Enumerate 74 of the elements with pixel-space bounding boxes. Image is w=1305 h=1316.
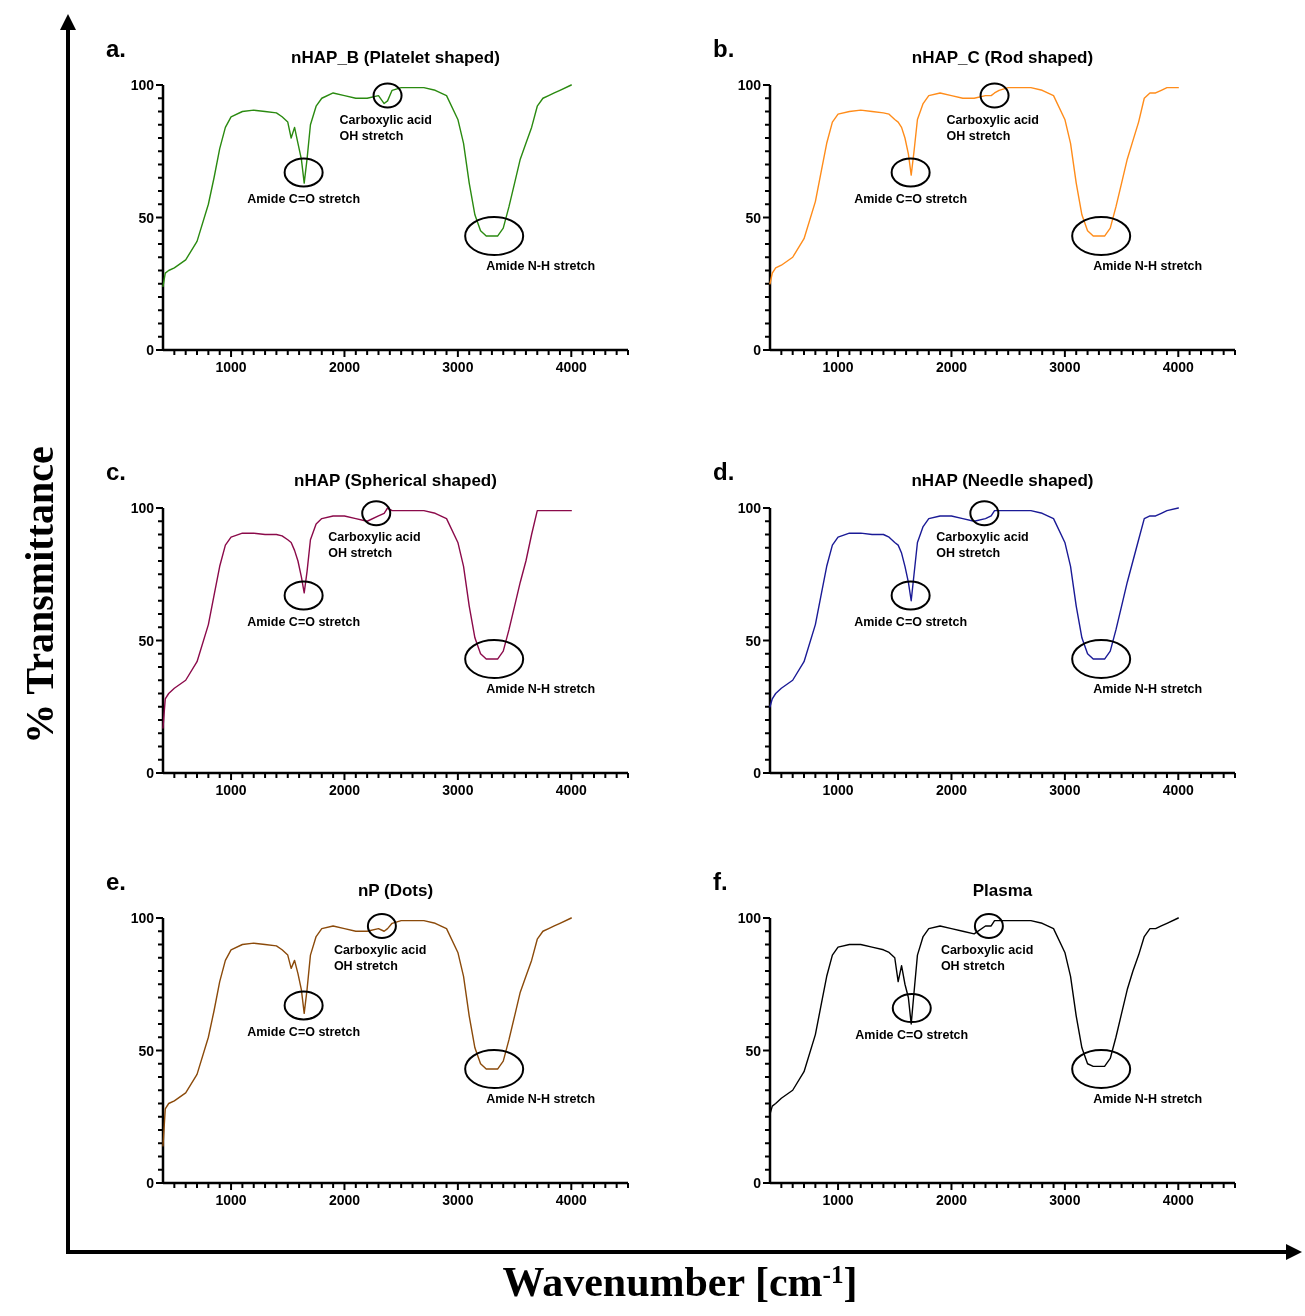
text: f. — [713, 868, 728, 895]
x-tick-label: 2000 — [328, 782, 361, 798]
text: d. — [713, 458, 735, 485]
y-tick-label: 100 — [130, 77, 155, 93]
annotation: Amide C=O stretch — [855, 1028, 969, 1043]
annotation: Amide C=O stretch — [247, 615, 361, 630]
annotation: Amide C=O stretch — [854, 615, 968, 630]
annotation: Amide N-H stretch — [1093, 1092, 1203, 1107]
x-tick-label: 3000 — [442, 782, 474, 798]
x-tick-label: 1000 — [215, 1192, 247, 1208]
text: c. — [106, 458, 127, 485]
y-axis-title: % Transmittance — [17, 446, 62, 744]
y-tick-label: 100 — [130, 500, 155, 516]
x-tick-label: 4000 — [555, 782, 588, 798]
annotation: Amide C=O stretch — [854, 192, 968, 207]
annotation: Amide C=O stretch — [247, 192, 361, 207]
x-tick-label: 1000 — [822, 359, 854, 375]
x-tick-label: 3000 — [1049, 1192, 1081, 1208]
y-tick-label: 0 — [146, 1175, 155, 1191]
y-tick-label: 50 — [745, 632, 762, 649]
annotation: Amide N-H stretch — [1093, 682, 1203, 697]
y-tick-label: 0 — [146, 342, 155, 358]
annotation: Amide N-H stretch — [486, 259, 596, 274]
x-tick-label: 1000 — [215, 359, 247, 375]
x-tick-label: 1000 — [215, 782, 247, 798]
x-tick-label: 1000 — [822, 782, 854, 798]
chart-title: nHAP (Spherical shaped) — [294, 471, 497, 490]
x-tick-label: 3000 — [442, 359, 474, 375]
annotation: Carboxylic acid OH stretch — [946, 112, 1039, 143]
y-tick-label: 0 — [146, 765, 155, 781]
x-tick-label: 2000 — [328, 359, 361, 375]
x-tick-label: 3000 — [1049, 782, 1081, 798]
annotation: Amide N-H stretch — [486, 1092, 596, 1107]
chart-title: nHAP (Needle shaped) — [911, 471, 1094, 490]
annotation: Carboxylic acid OH stretch — [328, 530, 421, 561]
x-tick-label: 4000 — [1162, 782, 1195, 798]
x-tick-label: 3000 — [1049, 359, 1081, 375]
y-tick-label: 100 — [130, 910, 155, 926]
x-tick-label: 4000 — [1162, 359, 1195, 375]
y-tick-label: 100 — [737, 910, 762, 926]
chart-title: nHAP_B (Platelet shaped) — [291, 48, 500, 67]
y-tick-label: 100 — [737, 500, 762, 516]
annotation: Amide N-H stretch — [1093, 259, 1203, 274]
text: e. — [106, 868, 127, 895]
x-tick-label: 4000 — [1162, 1192, 1195, 1208]
y-tick-label: 0 — [753, 765, 762, 781]
x-tick-label: 3000 — [442, 1192, 474, 1208]
text: a. — [106, 35, 127, 62]
x-tick-label: 2000 — [935, 1192, 968, 1208]
chart-title: nHAP_C (Rod shaped) — [911, 48, 1094, 67]
annotation: Carboxylic acid OH stretch — [936, 530, 1029, 561]
annotation: Amide N-H stretch — [486, 682, 596, 697]
y-tick-label: 50 — [745, 209, 762, 226]
annotation: Amide C=O stretch — [247, 1025, 361, 1040]
y-tick-label: 0 — [753, 342, 762, 358]
y-tick-label: 0 — [753, 1175, 762, 1191]
x-tick-label: 2000 — [935, 359, 968, 375]
y-tick-label: 50 — [138, 1042, 155, 1059]
x-tick-label: 4000 — [555, 359, 588, 375]
y-tick-label: 50 — [745, 1042, 762, 1059]
chart-title: Plasma — [972, 881, 1033, 900]
x-tick-label: 1000 — [822, 1192, 854, 1208]
text: b. — [713, 35, 735, 62]
chart-title: nP (Dots) — [357, 881, 434, 900]
annotation: Carboxylic acid OH stretch — [940, 942, 1034, 973]
y-tick-label: 50 — [138, 209, 155, 226]
annotation: Carboxylic acid OH stretch — [333, 942, 427, 973]
x-tick-label: 4000 — [555, 1192, 588, 1208]
y-tick-label: 50 — [138, 632, 155, 649]
x-tick-label: 2000 — [328, 1192, 361, 1208]
x-tick-label: 2000 — [935, 782, 968, 798]
annotation: Carboxylic acid OH stretch — [339, 112, 432, 143]
y-tick-label: 100 — [737, 77, 762, 93]
x-axis-title: Wavenumber [cm$^{-1}$] — [502, 1259, 858, 1305]
